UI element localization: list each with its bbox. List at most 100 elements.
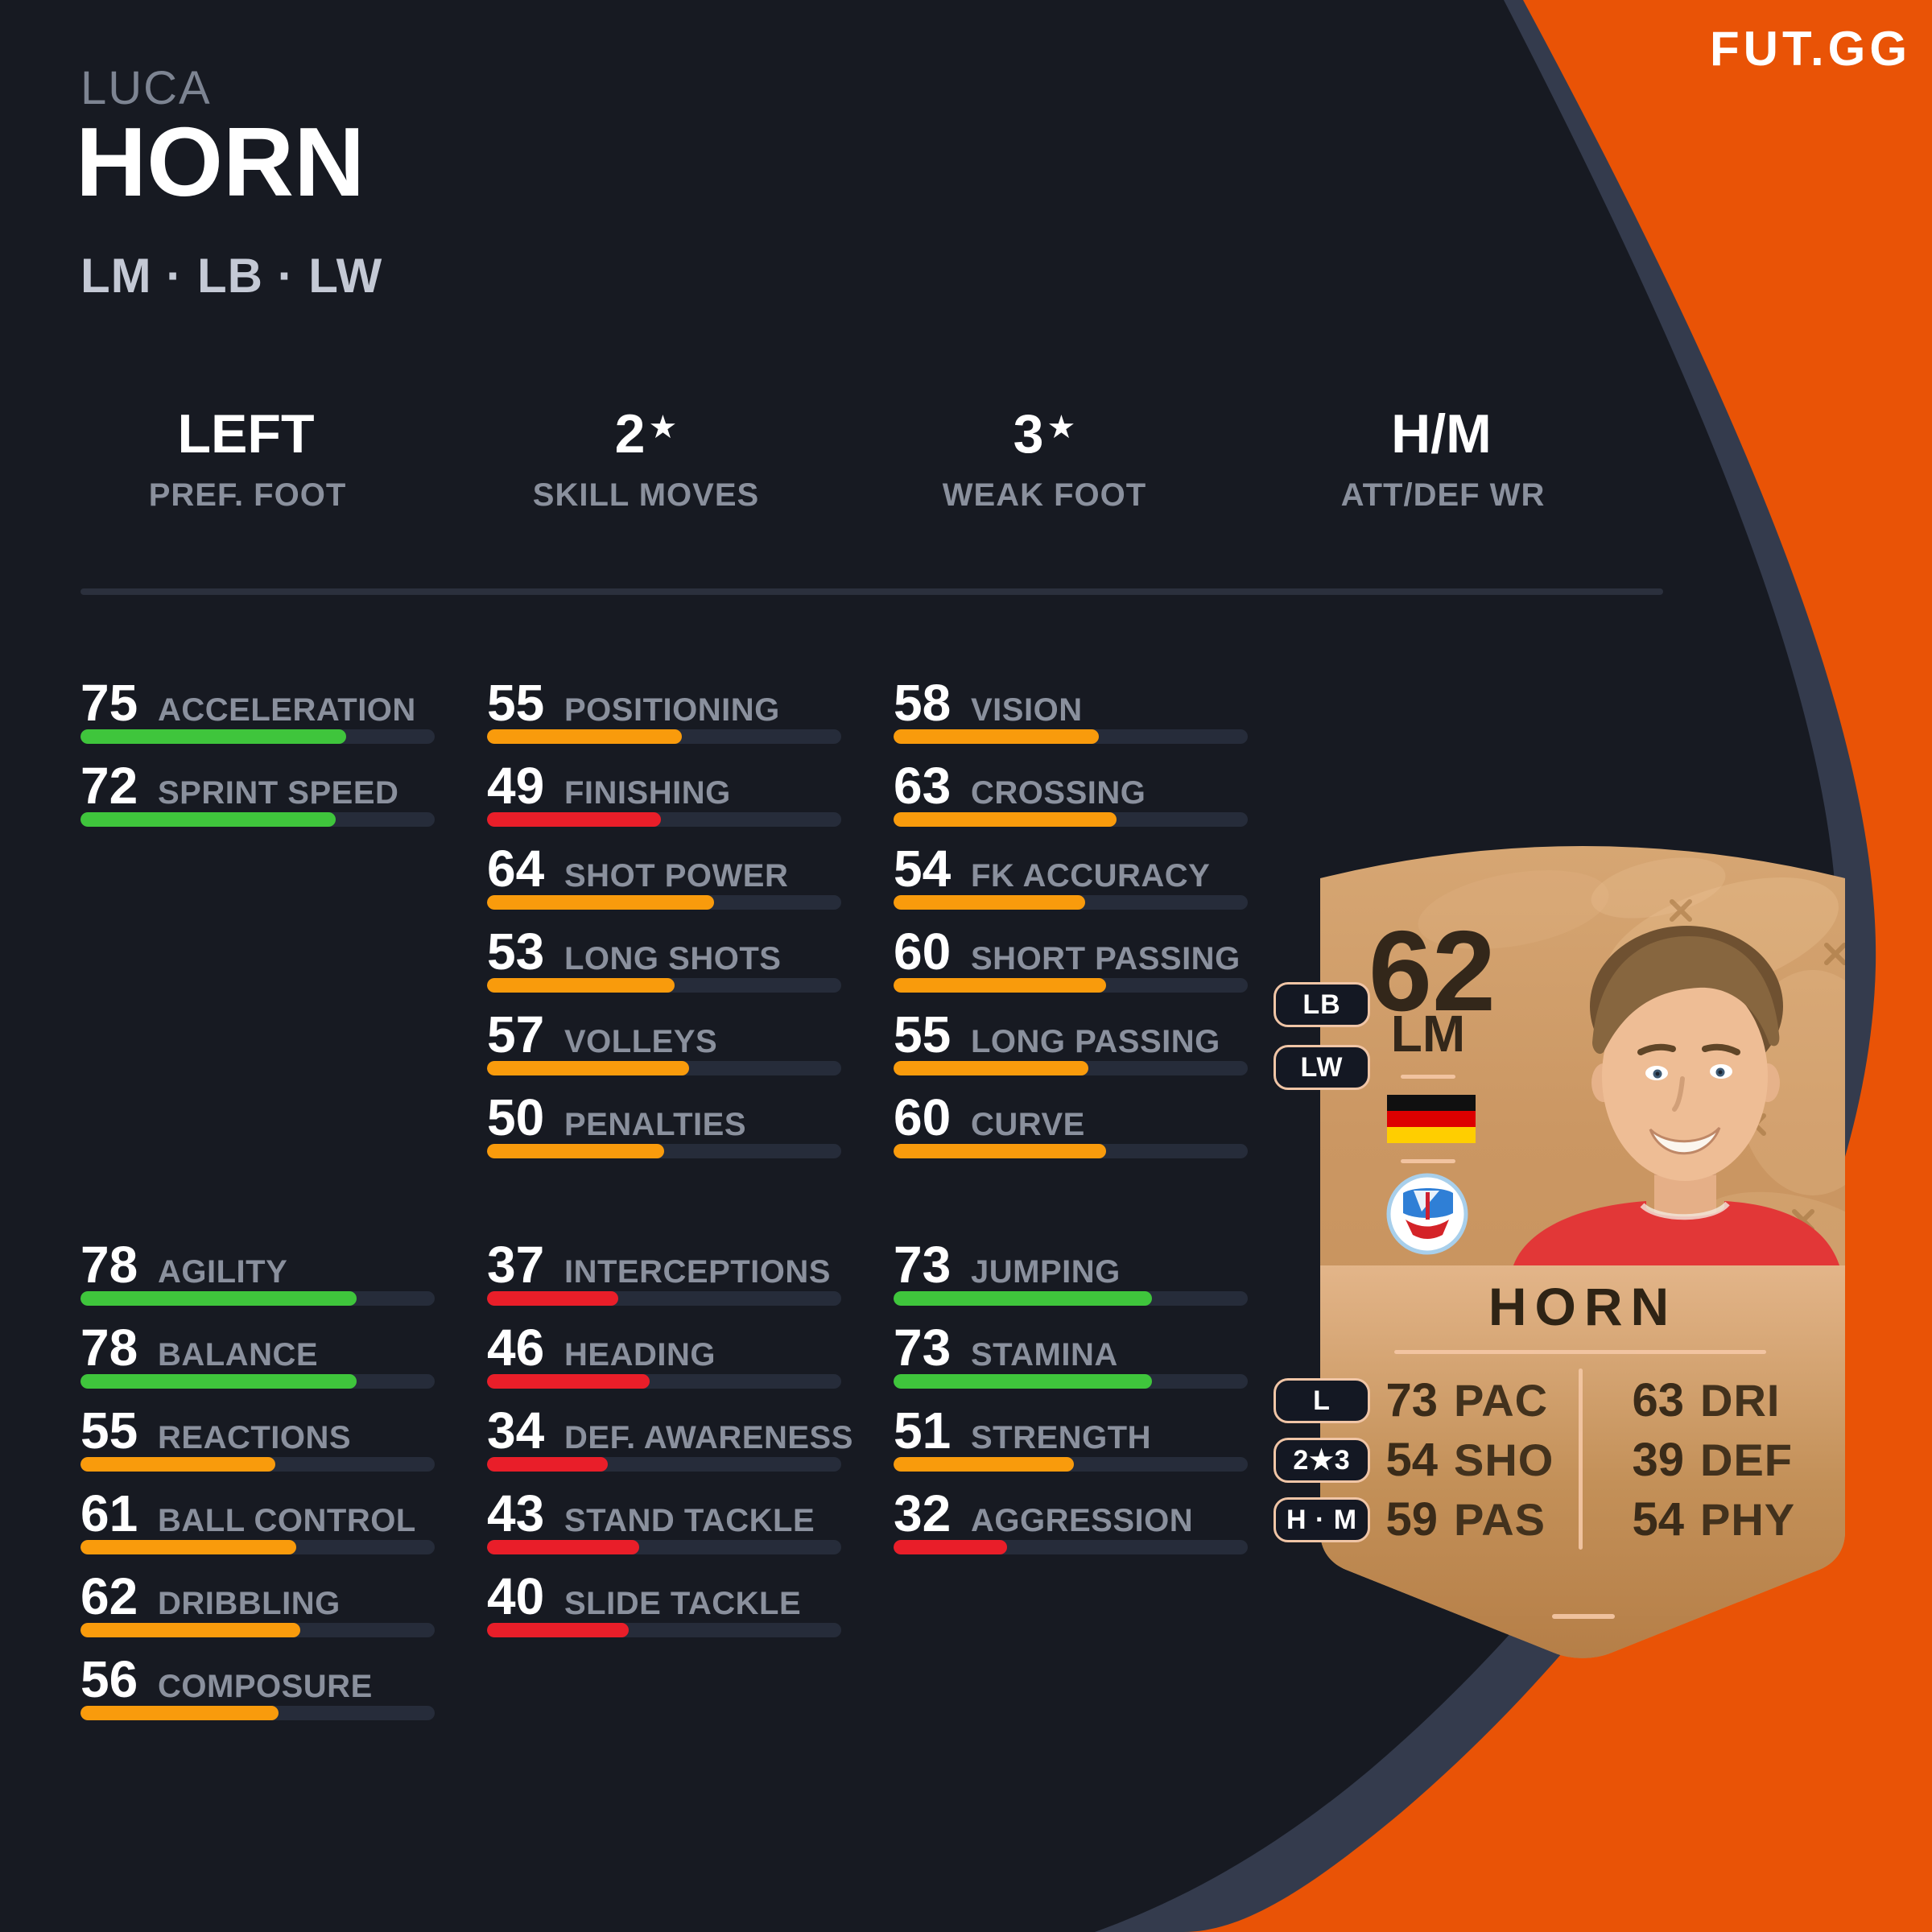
stat-value: 60: [894, 1088, 952, 1146]
stat-row: 60 SHORT PASSING: [894, 923, 1272, 1008]
stat-bar-fill: [894, 1291, 1153, 1306]
stat-value: 50: [487, 1088, 545, 1146]
club-badge: [1386, 1173, 1468, 1255]
stat-bar-fill: [894, 895, 1085, 910]
stat-value: 57: [487, 1005, 545, 1063]
stat-bar: [80, 1540, 435, 1554]
stat-row: 50 PENALTIES: [487, 1088, 865, 1174]
alt-position-badge-lw: LW: [1274, 1045, 1370, 1090]
stat-bar: [80, 1291, 435, 1306]
stat-value: 78: [80, 1236, 138, 1294]
star-icon: ★: [1046, 410, 1076, 445]
card-stat-row: 73 PAC: [1368, 1371, 1610, 1430]
card-rating: 62: [1368, 907, 1496, 1035]
stat-row: 54 FK ACCURACY: [894, 840, 1272, 925]
info-label: SKILL MOVES: [532, 477, 760, 513]
stat-value: 60: [894, 923, 952, 980]
stat-bar: [487, 1374, 841, 1389]
stat-value: 49: [487, 757, 545, 815]
info-weak-foot: 3 ★ WEAK FOOT: [845, 407, 1244, 514]
stat-value: 43: [487, 1484, 545, 1542]
stat-bar: [894, 812, 1248, 827]
stat-group-dribbling: 78 AGILITY 78 BALANCE 55 REACTIONS 61 BALL CONT…: [80, 1236, 459, 1736]
stat-bar-fill: [487, 895, 714, 910]
stat-row: 73 JUMPING: [894, 1236, 1272, 1321]
stat-group-defending: 37 INTERCEPTIONS 46 HEADING 34 DEF. AWARENESS…: [487, 1236, 865, 1653]
futgg-logo: FUT.GG: [1710, 22, 1911, 76]
stat-bar-fill: [80, 1291, 357, 1306]
stat-label: STAMINA: [971, 1337, 1118, 1373]
card-stat-value: 54: [1385, 1434, 1438, 1486]
card-stat-label: SHO: [1454, 1435, 1554, 1485]
stat-bar-fill: [487, 1374, 650, 1389]
info-skill-moves: 2 ★ SKILL MOVES: [447, 407, 845, 514]
stat-row: 43 STAND TACKLE: [487, 1484, 865, 1570]
divider-line: [80, 588, 1663, 595]
info-row: LEFT PREF. FOOT 2 ★ SKILL MOVES 3 ★ WEAK F…: [48, 407, 1642, 514]
stat-value: 56: [80, 1650, 138, 1708]
stat-bar: [487, 1291, 841, 1306]
stat-bar-fill: [894, 1374, 1153, 1389]
stat-bar-fill: [487, 1144, 664, 1158]
card-stat-value: 73: [1385, 1374, 1438, 1426]
stat-bar-fill: [80, 1374, 357, 1389]
stat-row: 78 AGILITY: [80, 1236, 459, 1321]
stat-bar: [487, 729, 841, 744]
card-stat-label: DEF: [1700, 1435, 1793, 1485]
stat-label: CURVE: [971, 1107, 1085, 1142]
foot-badge: L: [1274, 1378, 1370, 1423]
stat-value: 73: [894, 1236, 952, 1294]
stat-row: 46 HEADING: [487, 1320, 865, 1404]
stat-label: FINISHING: [564, 775, 731, 811]
stat-bar: [80, 1706, 435, 1720]
stat-row: 57 VOLLEYS: [487, 1005, 865, 1091]
stat-value: 55: [487, 674, 545, 732]
stat-bar: [487, 812, 841, 827]
stat-row: 32 AGGRESSION: [894, 1484, 1272, 1570]
card-stat-label: PAS: [1454, 1494, 1546, 1545]
stat-value: 51: [894, 1402, 952, 1459]
stat-label: BALL CONTROL: [158, 1503, 416, 1538]
stat-label: SHORT PASSING: [971, 941, 1241, 976]
player-first-name: LUCA: [80, 62, 212, 114]
stat-label: LONG PASSING: [971, 1024, 1220, 1059]
skill-weakfoot-badge: 2★3: [1274, 1438, 1370, 1483]
stat-bar-fill: [80, 729, 346, 744]
stat-value: 64: [487, 840, 545, 898]
stat-bar: [80, 1374, 435, 1389]
stat-bar: [894, 1061, 1248, 1075]
stat-bar-fill: [80, 1623, 300, 1637]
stat-bar-fill: [894, 1457, 1075, 1472]
stat-value: 32: [894, 1484, 952, 1542]
card-stat-row: 54 SHO: [1368, 1430, 1610, 1490]
stat-bar-fill: [487, 978, 675, 993]
stat-row: 75 ACCELERATION: [80, 675, 459, 759]
card-stat-row: 54 PHY: [1615, 1490, 1856, 1550]
stat-bar-fill: [80, 1706, 279, 1720]
stat-bar-fill: [487, 1540, 640, 1554]
stat-label: AGILITY: [158, 1254, 288, 1290]
stat-label: AGGRESSION: [971, 1503, 1194, 1538]
stat-row: 61 BALL CONTROL: [80, 1486, 459, 1570]
stat-label: VISION: [971, 692, 1083, 728]
stat-bar-fill: [80, 1457, 275, 1472]
germany-flag: [1387, 1095, 1476, 1143]
stat-value: 54: [894, 840, 952, 898]
stat-label: VOLLEYS: [564, 1024, 718, 1059]
card-stat-value: 54: [1632, 1493, 1684, 1546]
stat-label: JUMPING: [971, 1254, 1121, 1290]
player-positions: LM · LB · LW: [80, 249, 383, 303]
card-stat-value: 59: [1385, 1493, 1438, 1546]
stat-bar: [894, 1374, 1248, 1389]
info-value: 2 ★: [614, 403, 678, 464]
stat-bar: [894, 1540, 1248, 1554]
stat-value: 37: [487, 1236, 545, 1294]
stat-row: 63 CROSSING: [894, 758, 1272, 842]
stat-bar-fill: [894, 1540, 1007, 1554]
stat-bar: [487, 978, 841, 993]
stat-label: CROSSING: [971, 775, 1146, 811]
stat-bar: [894, 1457, 1248, 1472]
stat-bar: [487, 895, 841, 910]
stat-bar-fill: [894, 812, 1117, 827]
